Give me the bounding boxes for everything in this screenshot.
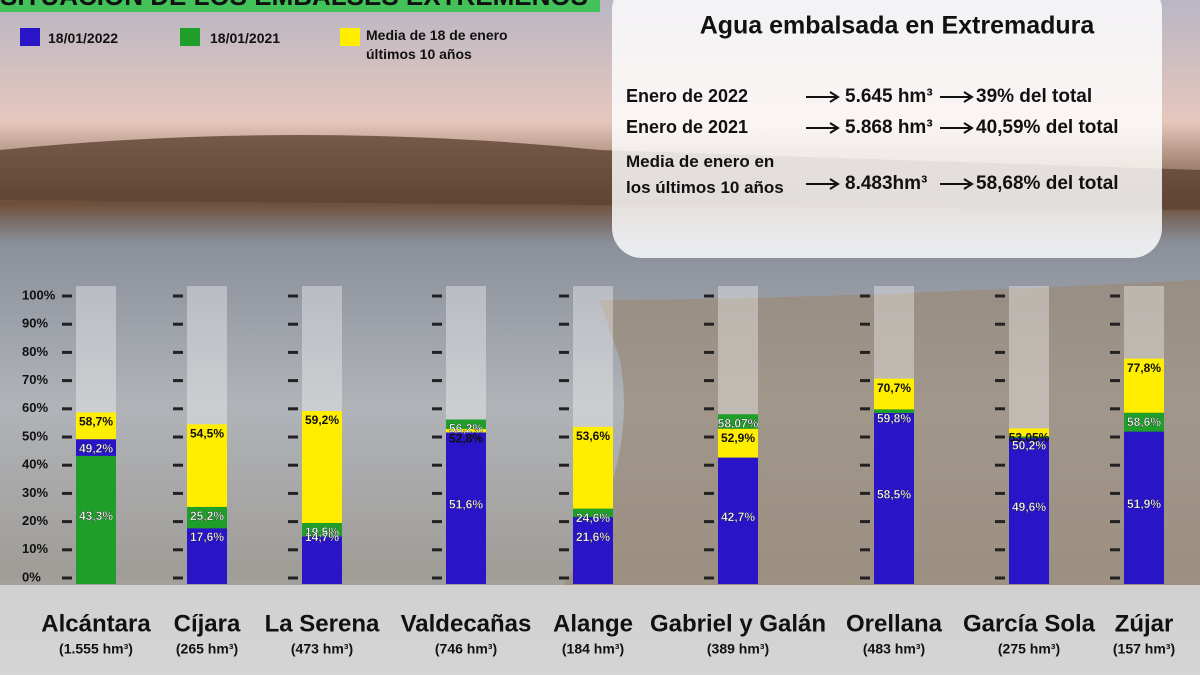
- x-tick-label: Alcántara: [41, 610, 151, 637]
- bar: [1124, 431, 1164, 584]
- data-label: 56,2%: [449, 422, 483, 436]
- arrow: [806, 122, 840, 134]
- info-volume: 8.483hm³: [845, 173, 927, 194]
- info-box: [612, 0, 1162, 258]
- data-label: 59,8%: [877, 412, 911, 426]
- data-label: 49,6%: [1012, 500, 1046, 514]
- info-percent: 58,68% del total: [976, 173, 1119, 194]
- data-label: 50,2%: [1012, 439, 1046, 453]
- info-percent: 40,59% del total: [976, 117, 1119, 138]
- data-label: 59,2%: [305, 413, 339, 427]
- capacity-label: (473 hm³): [291, 641, 353, 657]
- data-label: 52,9%: [721, 431, 755, 445]
- data-label: 58,07%: [718, 416, 759, 430]
- bar: [573, 517, 613, 584]
- x-tick-label: La Serena: [265, 610, 380, 637]
- data-label: 25,2%: [190, 509, 224, 523]
- x-tick-label: Alange: [553, 610, 633, 637]
- arrow: [806, 91, 840, 103]
- data-label: 49,2%: [79, 441, 113, 455]
- capacity-label: (483 hm³): [863, 641, 925, 657]
- y-tick-label: 40%: [22, 457, 48, 472]
- info-label: Media de enero en los últimos 10 años: [626, 152, 784, 197]
- legend-swatch: [180, 28, 200, 46]
- bar: [718, 457, 758, 584]
- data-label: 58,6%: [1127, 415, 1161, 429]
- data-label: 53,05%: [1009, 431, 1050, 445]
- y-tick-label: 90%: [22, 316, 48, 331]
- arrow: [940, 122, 974, 134]
- info-label: Enero de 2021: [626, 117, 748, 137]
- data-label: 21,6%: [576, 530, 610, 544]
- data-label: 77,8%: [1127, 361, 1161, 375]
- bar: [1009, 438, 1049, 584]
- data-label: 70,7%: [877, 381, 911, 395]
- x-tick-label: Valdecañas: [401, 610, 532, 637]
- data-label: 58,5%: [877, 488, 911, 502]
- y-tick-label: 50%: [22, 428, 48, 443]
- bar: [187, 528, 227, 584]
- capacity-label: (184 hm³): [562, 641, 624, 657]
- data-label: 24,6%: [576, 511, 610, 525]
- y-tick-label: 80%: [22, 344, 48, 359]
- x-tick-label: Orellana: [846, 610, 943, 637]
- legend-swatch: [340, 28, 360, 46]
- data-label: 53,6%: [576, 429, 610, 443]
- data-label: 43,3%: [79, 509, 113, 523]
- x-tick-label: García Sola: [963, 610, 1096, 637]
- capacity-label: (275 hm³): [998, 641, 1060, 657]
- bar: [446, 432, 486, 584]
- arrow: [940, 178, 974, 190]
- capacity-label: (746 hm³): [435, 641, 497, 657]
- info-label: Enero de 2022: [626, 86, 748, 106]
- y-tick-label: 10%: [22, 541, 48, 556]
- arrow: [806, 178, 840, 190]
- legend-swatch: [20, 28, 40, 46]
- y-tick-label: 100%: [22, 287, 56, 302]
- y-tick-label: 70%: [22, 372, 48, 387]
- data-label: 14,7%: [305, 530, 339, 544]
- data-label: 51,9%: [1127, 497, 1161, 511]
- y-tick-label: 60%: [22, 400, 48, 415]
- y-tick-label: 30%: [22, 485, 48, 500]
- bar: [302, 536, 342, 584]
- bar: [76, 455, 116, 584]
- capacity-label: (265 hm³): [176, 641, 238, 657]
- data-label: 52,8%: [449, 431, 483, 445]
- x-tick-label: Gabriel y Galán: [650, 610, 826, 637]
- capacity-label: (1.555 hm³): [59, 641, 133, 657]
- x-tick-label: Zújar: [1115, 610, 1174, 637]
- info-volume: 5.868 hm³: [845, 117, 933, 138]
- info-title: Agua embalsada en Extremadura: [700, 12, 1096, 40]
- capacity-label: (389 hm³): [707, 641, 769, 657]
- title-bg: [0, 0, 600, 12]
- legend-label: Media de 18 de enero últimos 10 años: [366, 27, 508, 62]
- y-tick-label: 0%: [22, 569, 41, 584]
- info-percent: 39% del total: [976, 86, 1092, 107]
- label-band: [0, 585, 1200, 675]
- data-label: 19,5%: [305, 525, 339, 539]
- arrow: [940, 91, 974, 103]
- bar: [874, 413, 914, 584]
- y-tick-label: 20%: [22, 513, 48, 528]
- data-label: 58,7%: [79, 415, 113, 429]
- info-volume: 5.645 hm³: [845, 86, 933, 107]
- chart-title: SITUACIÓN DE LOS EMBALSES EXTREMEÑOS: [0, 0, 588, 11]
- x-tick-label: Cíjara: [174, 610, 241, 637]
- data-label: 54,5%: [190, 426, 224, 440]
- data-label: 17,6%: [190, 530, 224, 544]
- legend-label: 18/01/2021: [210, 30, 281, 46]
- legend-label: 18/01/2022: [48, 30, 119, 46]
- capacity-label: (157 hm³): [1113, 641, 1175, 657]
- data-label: 51,6%: [449, 497, 483, 511]
- data-label: 42,7%: [721, 510, 755, 524]
